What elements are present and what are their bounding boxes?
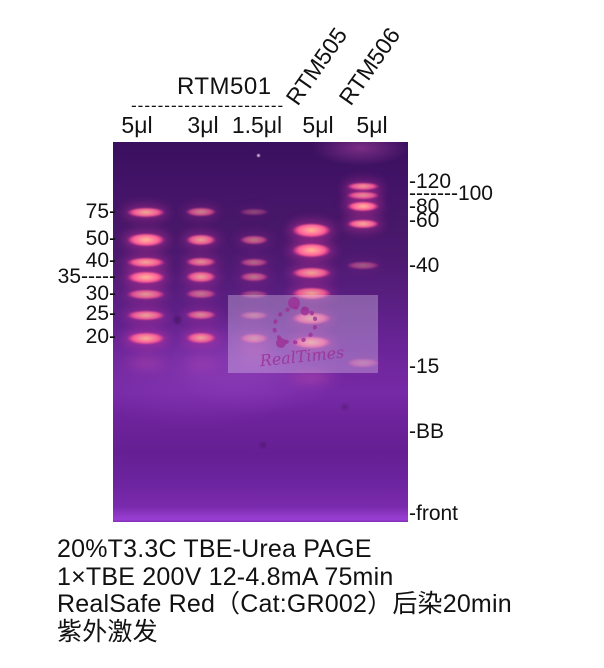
left-marker-50: 50- bbox=[85, 227, 116, 250]
gel-band bbox=[186, 311, 216, 319]
gel-band bbox=[347, 201, 379, 211]
right-marker-front: -front bbox=[409, 502, 459, 525]
watermark-dot-ring bbox=[272, 305, 318, 345]
volume-label-1: 5μl bbox=[121, 112, 153, 138]
caption-line-4: 紫外激发 bbox=[57, 617, 158, 646]
gel-band bbox=[240, 290, 268, 298]
left-marker-20: 20- bbox=[85, 325, 116, 348]
gel-band bbox=[292, 312, 331, 324]
gel-band bbox=[292, 243, 331, 257]
gel-band bbox=[186, 272, 216, 282]
figure-caption: 20%T3.3C TBE-Urea PAGE 1×TBE 200V 12-4.8… bbox=[57, 535, 512, 646]
gel-band bbox=[240, 236, 268, 244]
group-underline-dashes: ------------------------------ bbox=[131, 96, 285, 112]
gel-speck bbox=[174, 316, 181, 324]
left-marker-75: 75- bbox=[85, 200, 116, 223]
gel-band bbox=[186, 258, 216, 266]
gel-band bbox=[347, 220, 379, 228]
gel-band bbox=[186, 333, 216, 343]
caption-line-1: 20%T3.3C TBE-Urea PAGE bbox=[57, 535, 372, 563]
left-marker-25: 25- bbox=[85, 302, 116, 325]
gel-band bbox=[347, 359, 379, 367]
watermark-overlay: RealTimes bbox=[228, 295, 378, 373]
volume-label-5: 5μl bbox=[356, 112, 388, 138]
gel-band bbox=[127, 332, 165, 344]
watermark-text: RealTimes bbox=[258, 343, 345, 371]
right-marker-60: -60 bbox=[409, 209, 440, 232]
gel-photo: RealTimes bbox=[113, 142, 408, 522]
watermark-dot bbox=[276, 338, 286, 348]
right-marker-100: -------100 bbox=[409, 182, 493, 205]
caption-line-3: RealSafe Red（Cat:GR002）后染20min bbox=[57, 590, 512, 618]
watermark-logo: RealTimes bbox=[258, 297, 345, 371]
gel-band bbox=[240, 333, 268, 343]
gel-speck bbox=[257, 154, 260, 157]
gel-lane-smear bbox=[181, 355, 221, 371]
left-marker-35: 35----- bbox=[57, 265, 116, 288]
gel-band bbox=[186, 208, 216, 216]
gel-lane-smear bbox=[235, 340, 273, 364]
gel-band bbox=[186, 290, 216, 298]
right-marker-40: -40 bbox=[409, 254, 440, 277]
gel-band bbox=[292, 336, 331, 348]
gel-band bbox=[240, 273, 268, 281]
gel-band bbox=[347, 261, 379, 269]
gel-band bbox=[127, 257, 165, 267]
gel-band bbox=[292, 268, 331, 278]
gel-band bbox=[347, 182, 379, 190]
gel-band bbox=[240, 209, 268, 215]
right-marker-BB: -BB bbox=[409, 420, 445, 443]
gel-speck bbox=[260, 442, 266, 448]
volume-label-3: 1.5μl bbox=[231, 112, 283, 138]
gel-band bbox=[347, 191, 379, 199]
gel-band bbox=[127, 289, 165, 299]
gel-band bbox=[127, 207, 165, 217]
group-label-rtm501: RTM501 bbox=[177, 73, 272, 100]
left-marker-40: 40- bbox=[85, 249, 116, 272]
watermark-dot bbox=[300, 306, 310, 316]
gel-band bbox=[127, 310, 165, 320]
gel-lane-smear bbox=[287, 370, 336, 386]
gel-band bbox=[292, 287, 331, 299]
right-marker-120: -120 bbox=[409, 170, 452, 193]
gel-band bbox=[127, 271, 165, 283]
volume-label-4: 5μl bbox=[302, 112, 334, 138]
gel-lane-smear bbox=[122, 354, 170, 372]
right-marker-80: -80 bbox=[409, 195, 440, 218]
gel-band bbox=[186, 235, 216, 245]
caption-line-2: 1×TBE 200V 12-4.8mA 75min bbox=[57, 562, 394, 591]
left-marker-30: 30- bbox=[85, 282, 116, 305]
gel-band bbox=[240, 258, 268, 266]
right-marker-15: -15 bbox=[409, 355, 440, 378]
gel-band bbox=[240, 311, 268, 319]
gel-band bbox=[292, 223, 331, 237]
gel-speck bbox=[342, 404, 348, 410]
watermark-dot bbox=[288, 297, 300, 309]
volume-label-2: 3μl bbox=[187, 112, 219, 138]
gel-band bbox=[127, 234, 165, 246]
